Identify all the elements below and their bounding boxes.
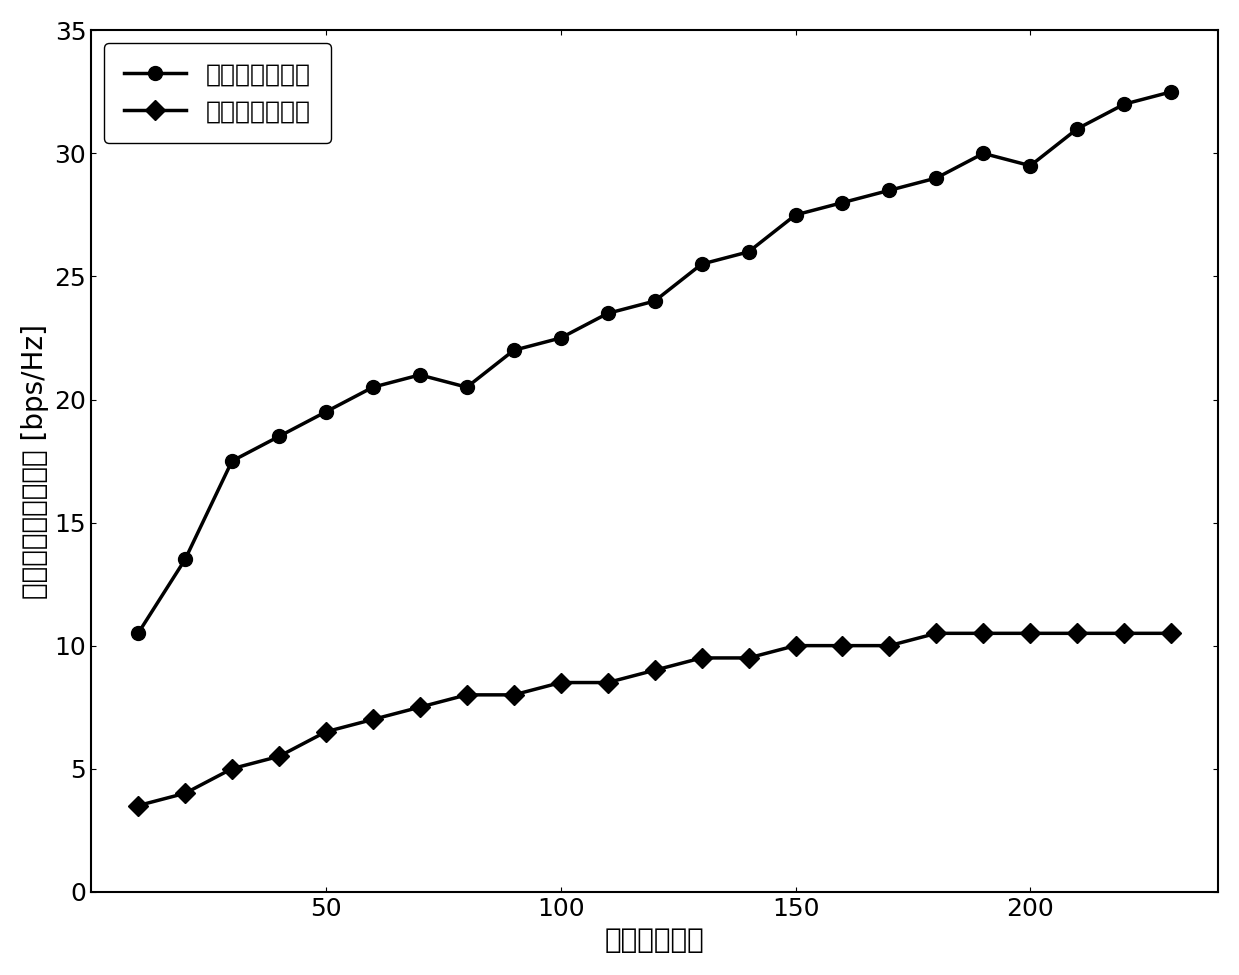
单天线用户方案 xyxy=(224,762,239,774)
本发明所提方案 xyxy=(271,431,286,443)
单天线用户方案 xyxy=(1023,628,1038,640)
单天线用户方案 xyxy=(741,652,756,664)
单天线用户方案 xyxy=(882,640,897,651)
Y-axis label: 每个平台的可达速率 [bps/Hz]: 每个平台的可达速率 [bps/Hz] xyxy=(21,324,48,599)
单天线用户方案 xyxy=(929,628,944,640)
Line: 本发明所提方案: 本发明所提方案 xyxy=(131,85,1178,641)
单天线用户方案 xyxy=(1116,628,1131,640)
Line: 单天线用户方案: 单天线用户方案 xyxy=(131,626,1178,812)
单天线用户方案 xyxy=(318,726,333,738)
单天线用户方案 xyxy=(976,628,991,640)
本发明所提方案 xyxy=(1023,160,1038,172)
本发明所提方案 xyxy=(835,197,850,209)
单天线用户方案 xyxy=(130,800,145,811)
单天线用户方案 xyxy=(1163,628,1178,640)
单天线用户方案 xyxy=(507,689,522,701)
本发明所提方案 xyxy=(741,246,756,257)
本发明所提方案 xyxy=(224,455,239,467)
本发明所提方案 xyxy=(1116,98,1131,110)
本发明所提方案 xyxy=(366,381,380,393)
本发明所提方案 xyxy=(882,184,897,196)
本发明所提方案 xyxy=(694,258,709,270)
单天线用户方案 xyxy=(271,751,286,762)
单天线用户方案 xyxy=(460,689,475,701)
单天线用户方案 xyxy=(413,701,427,713)
本发明所提方案 xyxy=(318,406,333,417)
本发明所提方案 xyxy=(647,295,662,307)
本发明所提方案 xyxy=(1163,86,1178,98)
本发明所提方案 xyxy=(130,628,145,640)
单天线用户方案 xyxy=(647,664,662,676)
本发明所提方案 xyxy=(1069,123,1084,135)
单天线用户方案 xyxy=(835,640,850,651)
本发明所提方案 xyxy=(413,370,427,381)
单天线用户方案 xyxy=(1069,628,1084,640)
Legend: 本发明所提方案, 单天线用户方案: 本发明所提方案, 单天线用户方案 xyxy=(104,43,331,143)
本发明所提方案 xyxy=(600,307,615,319)
单天线用户方案 xyxy=(177,788,192,800)
本发明所提方案 xyxy=(460,381,475,393)
本发明所提方案 xyxy=(507,344,522,356)
单天线用户方案 xyxy=(694,652,709,664)
本发明所提方案 xyxy=(976,147,991,159)
单天线用户方案 xyxy=(788,640,803,651)
单天线用户方案 xyxy=(600,677,615,688)
单天线用户方案 xyxy=(366,714,380,725)
本发明所提方案 xyxy=(788,209,803,220)
单天线用户方案 xyxy=(554,677,569,688)
本发明所提方案 xyxy=(177,554,192,566)
X-axis label: 平台天线数目: 平台天线数目 xyxy=(605,926,705,955)
本发明所提方案 xyxy=(554,332,569,344)
本发明所提方案 xyxy=(929,173,944,184)
